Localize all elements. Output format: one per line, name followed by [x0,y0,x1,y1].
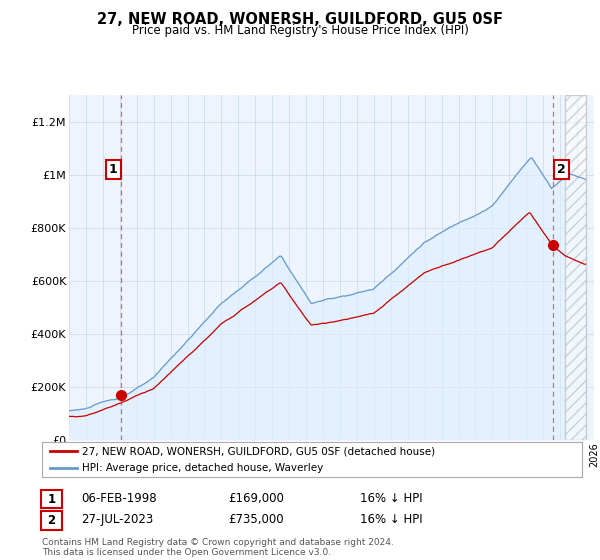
Text: 27-JUL-2023: 27-JUL-2023 [81,513,153,526]
Text: 27, NEW ROAD, WONERSH, GUILDFORD, GU5 0SF (detached house): 27, NEW ROAD, WONERSH, GUILDFORD, GU5 0S… [83,446,436,456]
Text: 16% ↓ HPI: 16% ↓ HPI [360,513,422,526]
Text: 2: 2 [47,514,56,527]
Text: Price paid vs. HM Land Registry's House Price Index (HPI): Price paid vs. HM Land Registry's House … [131,24,469,36]
Text: 06-FEB-1998: 06-FEB-1998 [81,492,157,505]
Text: 27, NEW ROAD, WONERSH, GUILDFORD, GU5 0SF: 27, NEW ROAD, WONERSH, GUILDFORD, GU5 0S… [97,12,503,27]
Text: 1: 1 [47,493,56,506]
Bar [565,95,586,440]
Text: 1: 1 [109,163,118,176]
Text: HPI: Average price, detached house, Waverley: HPI: Average price, detached house, Wave… [83,464,324,473]
Text: 16% ↓ HPI: 16% ↓ HPI [360,492,422,505]
Text: £735,000: £735,000 [228,513,284,526]
Text: £169,000: £169,000 [228,492,284,505]
Text: Contains HM Land Registry data © Crown copyright and database right 2024.
This d: Contains HM Land Registry data © Crown c… [42,538,394,557]
Text: 2: 2 [557,163,566,176]
